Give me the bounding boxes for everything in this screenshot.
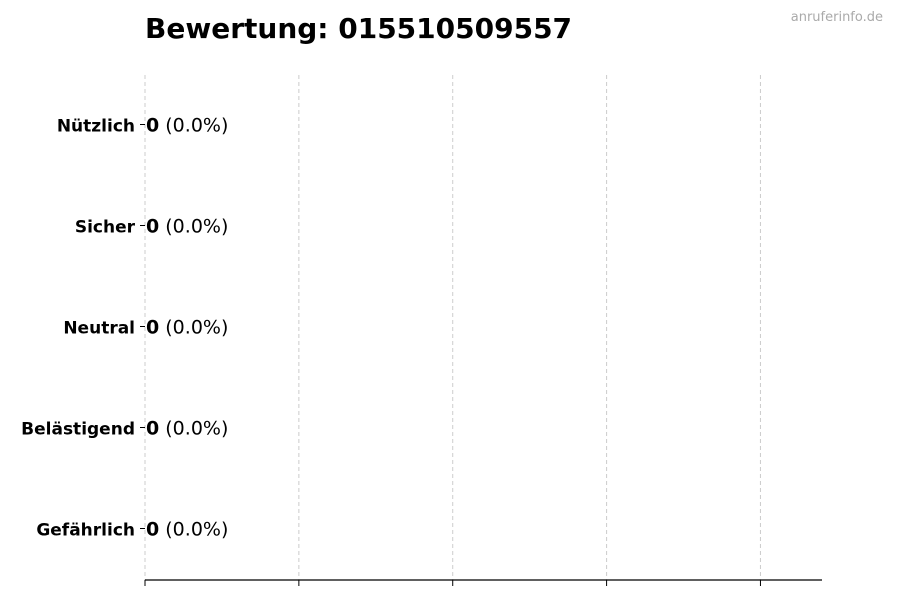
data-label: 0 (0.0%): [146, 519, 228, 541]
data-label-count: 0: [146, 317, 159, 339]
watermark: anruferinfo.de: [790, 10, 883, 25]
data-label-percent: (0.0%): [159, 317, 228, 339]
data-label-percent: (0.0%): [159, 216, 228, 238]
y-tick-label: Nützlich: [57, 117, 135, 137]
data-label: 0 (0.0%): [146, 317, 228, 339]
data-label: 0 (0.0%): [146, 418, 228, 440]
data-label-count: 0: [146, 216, 159, 238]
y-tick-label: Sicher: [75, 218, 136, 238]
data-label: 0 (0.0%): [146, 216, 228, 238]
data-label-count: 0: [146, 115, 159, 137]
data-label-percent: (0.0%): [159, 519, 228, 541]
data-label-count: 0: [146, 418, 159, 440]
data-label-count: 0: [146, 519, 159, 541]
chart-title: Bewertung: 015510509557: [145, 12, 573, 45]
data-label-percent: (0.0%): [159, 115, 228, 137]
y-tick-label: Neutral: [63, 319, 135, 339]
data-label: 0 (0.0%): [146, 115, 228, 137]
y-tick-label: Belästigend: [21, 420, 135, 440]
y-tick-label: Gefährlich: [36, 521, 135, 541]
data-label-percent: (0.0%): [159, 418, 228, 440]
